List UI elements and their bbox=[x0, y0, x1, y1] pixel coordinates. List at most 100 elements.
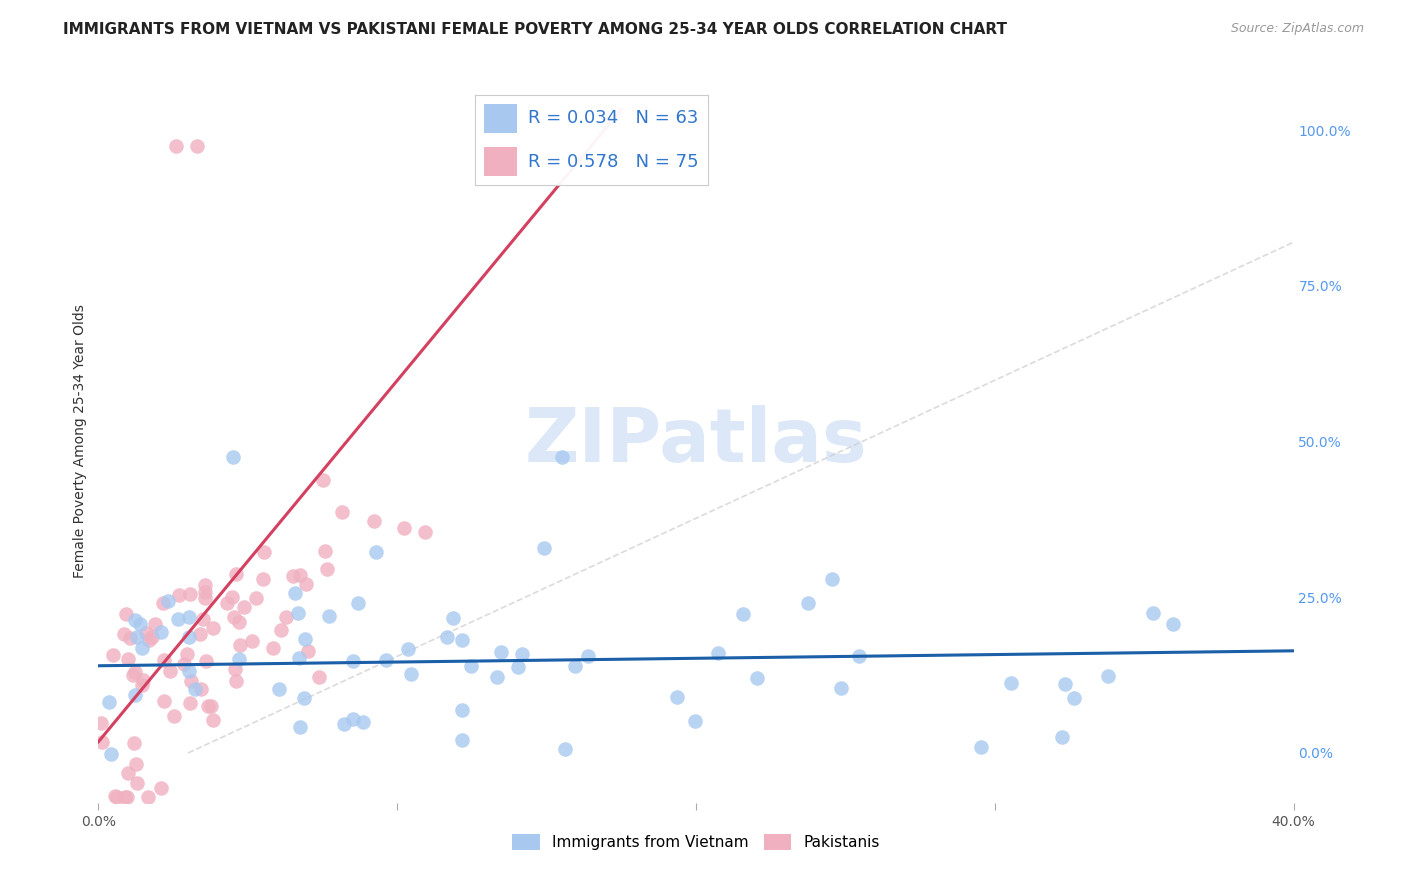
Point bbox=[177, 664, 200, 678]
Point bbox=[366, 545, 388, 559]
Point bbox=[224, 609, 246, 624]
Point bbox=[117, 652, 139, 666]
Point bbox=[201, 714, 224, 728]
Point bbox=[149, 625, 172, 640]
Point bbox=[97, 695, 120, 709]
Point bbox=[375, 653, 398, 667]
Point bbox=[166, 612, 188, 626]
Point bbox=[163, 708, 186, 723]
Point bbox=[136, 789, 159, 804]
Point bbox=[733, 607, 755, 621]
Point bbox=[441, 611, 464, 625]
Point bbox=[1097, 668, 1119, 682]
Point bbox=[122, 736, 145, 750]
Point bbox=[173, 657, 195, 671]
Point bbox=[436, 630, 458, 644]
Point bbox=[159, 664, 181, 678]
Point bbox=[486, 670, 509, 684]
Point bbox=[308, 670, 330, 684]
Point bbox=[363, 514, 385, 528]
Y-axis label: Female Poverty Among 25-34 Year Olds: Female Poverty Among 25-34 Year Olds bbox=[73, 304, 87, 579]
Point bbox=[281, 569, 304, 583]
Point bbox=[252, 572, 274, 586]
Text: Source: ZipAtlas.com: Source: ZipAtlas.com bbox=[1230, 22, 1364, 36]
Point bbox=[450, 703, 472, 717]
Point bbox=[666, 690, 689, 704]
Point bbox=[176, 647, 198, 661]
Point bbox=[745, 671, 768, 685]
Point bbox=[276, 610, 298, 624]
Point bbox=[122, 668, 145, 682]
Point bbox=[225, 566, 247, 581]
Point bbox=[533, 541, 555, 556]
Point bbox=[292, 690, 315, 705]
Point bbox=[287, 606, 309, 620]
Point bbox=[177, 609, 200, 624]
Point bbox=[188, 627, 211, 641]
Point bbox=[295, 577, 318, 591]
Point bbox=[150, 780, 173, 795]
Point bbox=[312, 473, 335, 487]
Point bbox=[202, 621, 225, 635]
Point bbox=[117, 789, 139, 804]
Point bbox=[190, 681, 212, 696]
Point bbox=[177, 631, 200, 645]
Point bbox=[228, 652, 250, 666]
Point bbox=[554, 742, 576, 756]
Point bbox=[346, 596, 368, 610]
Point bbox=[138, 633, 160, 648]
Point bbox=[186, 138, 208, 153]
Point bbox=[127, 776, 149, 790]
Point bbox=[297, 643, 319, 657]
Point bbox=[1053, 676, 1076, 690]
Point bbox=[245, 591, 267, 605]
Point bbox=[1000, 676, 1022, 690]
Point bbox=[222, 450, 245, 464]
Point bbox=[221, 590, 243, 604]
Point bbox=[342, 712, 364, 726]
Point bbox=[821, 572, 844, 586]
Point bbox=[706, 647, 728, 661]
Point bbox=[90, 715, 112, 730]
Point bbox=[228, 615, 250, 629]
Point bbox=[342, 654, 364, 668]
Point bbox=[1050, 731, 1073, 745]
Point bbox=[315, 562, 337, 576]
Point bbox=[114, 789, 136, 804]
Point bbox=[830, 681, 852, 695]
Point bbox=[392, 521, 415, 535]
Point bbox=[564, 659, 586, 673]
Point bbox=[141, 630, 163, 644]
Point bbox=[253, 545, 276, 559]
Point bbox=[489, 645, 512, 659]
Point bbox=[179, 587, 201, 601]
Point bbox=[270, 623, 292, 637]
Point bbox=[153, 694, 176, 708]
Point bbox=[284, 585, 307, 599]
Point bbox=[288, 567, 311, 582]
Point bbox=[104, 789, 127, 804]
Point bbox=[294, 632, 316, 646]
Point bbox=[1161, 616, 1184, 631]
Legend: Immigrants from Vietnam, Pakistanis: Immigrants from Vietnam, Pakistanis bbox=[506, 829, 886, 856]
Point bbox=[796, 596, 818, 610]
Point bbox=[318, 609, 340, 624]
Point bbox=[215, 596, 238, 610]
Point bbox=[290, 721, 312, 735]
Point bbox=[157, 594, 180, 608]
Point bbox=[125, 630, 148, 644]
Point bbox=[131, 673, 153, 687]
Point bbox=[112, 627, 135, 641]
Point bbox=[152, 596, 174, 610]
Point bbox=[330, 505, 353, 519]
Point bbox=[193, 612, 215, 626]
Point bbox=[848, 648, 870, 663]
Point bbox=[184, 681, 207, 696]
Point bbox=[153, 653, 176, 667]
Point bbox=[120, 631, 142, 645]
Point bbox=[1063, 690, 1085, 705]
Point bbox=[124, 688, 146, 702]
Text: IMMIGRANTS FROM VIETNAM VS PAKISTANI FEMALE POVERTY AMONG 25-34 YEAR OLDS CORREL: IMMIGRANTS FROM VIETNAM VS PAKISTANI FEM… bbox=[63, 22, 1007, 37]
Point bbox=[233, 600, 256, 615]
Text: ZIPatlas: ZIPatlas bbox=[524, 405, 868, 478]
